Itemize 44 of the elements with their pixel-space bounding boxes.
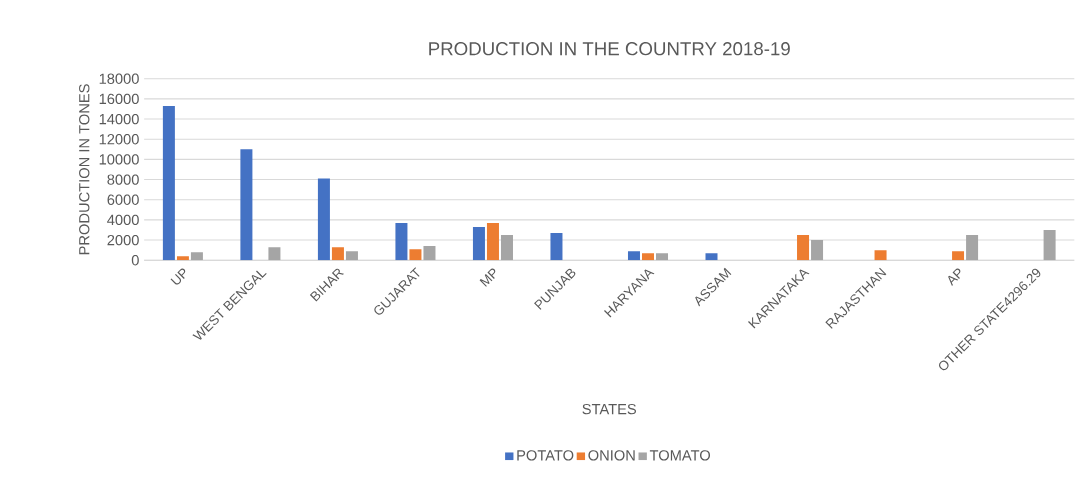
y-tick-label: 10000 [99, 154, 139, 165]
bar [472, 226, 485, 261]
y-tick-label: 8000 [107, 174, 139, 185]
y-tick-label: 4000 [107, 214, 139, 226]
bar [874, 250, 887, 261]
bar [240, 149, 253, 261]
bar [345, 251, 358, 261]
bar [952, 251, 965, 261]
bar [331, 247, 344, 261]
bar [1043, 229, 1056, 261]
bar [268, 247, 281, 261]
bar [550, 232, 563, 261]
bar [486, 222, 499, 261]
y-axis-title: PRODUCTION IN TONES [79, 84, 90, 255]
y-tick-label: 16000 [99, 93, 139, 105]
bar [797, 234, 810, 261]
y-tick-label: 6000 [107, 194, 139, 205]
bar [705, 253, 718, 261]
bar [162, 105, 175, 261]
y-tick-label: 2000 [107, 234, 139, 246]
legend-label: ONION [588, 450, 635, 461]
bar [966, 234, 979, 261]
y-tick-label: 0 [131, 255, 139, 266]
legend-label: TOMATO [649, 450, 711, 461]
x-tick-label: MP [479, 268, 496, 287]
bar [176, 256, 189, 261]
bar [409, 249, 422, 261]
legend-label: POTATO [517, 450, 574, 461]
x-tick-label: UP [170, 268, 186, 285]
bar [641, 253, 654, 261]
bar [190, 252, 203, 261]
bar [811, 240, 824, 261]
y-tick-label: 12000 [99, 134, 139, 145]
chart-title: PRODUCTION IN THE COUNTRY 2018-19 [429, 42, 790, 56]
bar [627, 251, 640, 261]
bar [423, 246, 436, 261]
bar [656, 253, 669, 261]
bar [317, 178, 330, 261]
y-tick-label: 14000 [99, 113, 139, 125]
x-axis-title: STATES [582, 403, 637, 415]
x-tick-label: AP [948, 268, 961, 286]
y-tick-label: 18000 [99, 73, 139, 84]
bar [500, 234, 513, 261]
bar [395, 222, 408, 261]
